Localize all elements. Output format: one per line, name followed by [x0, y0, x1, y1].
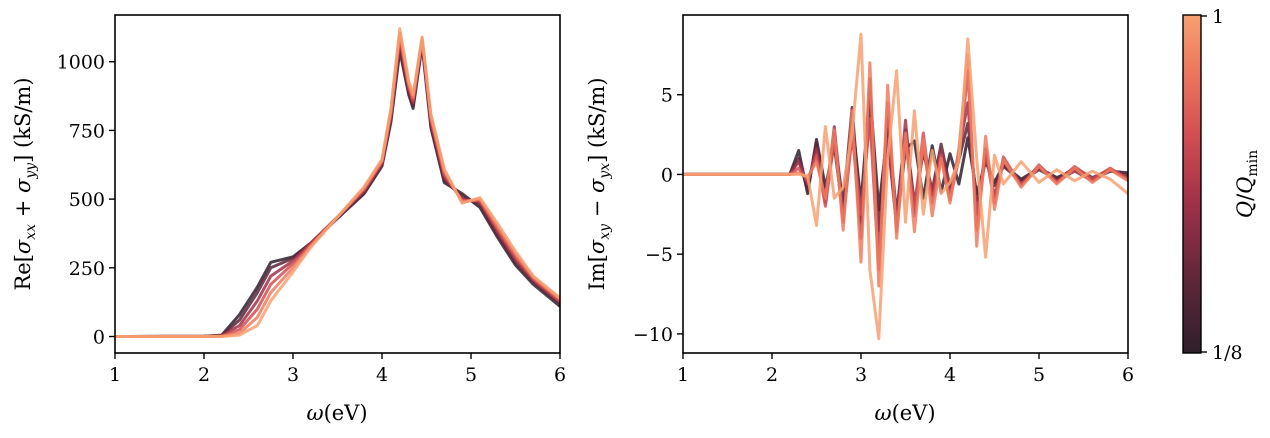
real-y-tick-label: 750	[69, 120, 105, 142]
imag-part-series-group	[683, 32, 1128, 341]
imag-y-ticks: 5 0 −5 −10	[633, 85, 683, 346]
imag-series-line-6	[683, 32, 1128, 341]
imag-x-tick-label: 1	[677, 364, 689, 386]
conductivity-imag-panel: 1 2 3 4 5 6 5 0 −5 −10 ω(eV) Im[σxy − σyx] (kS/m…	[585, 14, 1134, 425]
imag-y-tick-label: 0	[661, 164, 673, 186]
real-x-tick-label: 2	[198, 364, 210, 386]
real-y-tick-label: 1000	[57, 52, 105, 74]
real-series-line-5	[115, 31, 560, 338]
real-y-tick-label: 500	[69, 189, 105, 211]
real-panel-frame	[114, 14, 561, 354]
real-x-ticks: 1 2 3 4 5 6	[109, 353, 566, 386]
imag-panel-frame	[682, 14, 1129, 354]
real-series-line-1	[115, 43, 560, 338]
imag-series-line-3	[683, 77, 1128, 256]
imag-y-tick-label: −5	[645, 244, 673, 266]
imag-x-tick-label: 3	[855, 364, 867, 386]
colorbar-label: Q/Qmin	[1233, 150, 1261, 218]
imag-series-line-4	[683, 69, 1128, 272]
real-x-tick-label: 3	[287, 364, 299, 386]
imag-x-tick-label: 5	[1033, 364, 1045, 386]
colorbar: 1 1/8 Q/Qmin	[1182, 6, 1261, 364]
real-y-tick-label: 250	[69, 258, 105, 280]
real-x-tick-label: 5	[465, 364, 477, 386]
real-part-series-group	[115, 27, 560, 338]
real-series-line-6	[115, 27, 560, 338]
real-x-tick-label: 1	[109, 364, 121, 386]
real-x-tick-label: 4	[376, 364, 388, 386]
real-y-axis-label: Re[σxx + σyy] (kS/m)	[11, 77, 39, 290]
imag-x-tick-label: 2	[766, 364, 778, 386]
imag-y-axis-label: Im[σxy − σyx] (kS/m)	[585, 77, 613, 290]
imag-x-tick-label: 6	[1122, 364, 1134, 386]
imag-series-line-5	[683, 53, 1128, 288]
conductivity-real-panel: 1 2 3 4 5 6 0 250 500 750 1000 ω(eV) Re[σxx + σyy…	[11, 14, 566, 425]
imag-x-axis-label: ω(eV)	[874, 401, 935, 425]
real-y-ticks: 0 250 500 750 1000	[57, 52, 115, 349]
real-x-axis-label: ω(eV)	[306, 401, 367, 425]
colorbar-gradient	[1182, 14, 1202, 354]
real-y-tick-label: 0	[93, 327, 105, 349]
real-series-line-3	[115, 39, 560, 338]
colorbar-bottom-label: 1/8	[1212, 342, 1243, 364]
imag-y-tick-label: 5	[661, 85, 673, 107]
real-series-line-2	[115, 41, 560, 338]
imag-x-ticks: 1 2 3 4 5 6	[677, 353, 1134, 386]
imag-x-tick-label: 4	[944, 364, 956, 386]
imag-y-tick-label: −10	[633, 324, 673, 346]
real-x-tick-label: 6	[554, 364, 566, 386]
colorbar-top-label: 1	[1212, 6, 1224, 28]
real-series-line-4	[115, 35, 560, 338]
